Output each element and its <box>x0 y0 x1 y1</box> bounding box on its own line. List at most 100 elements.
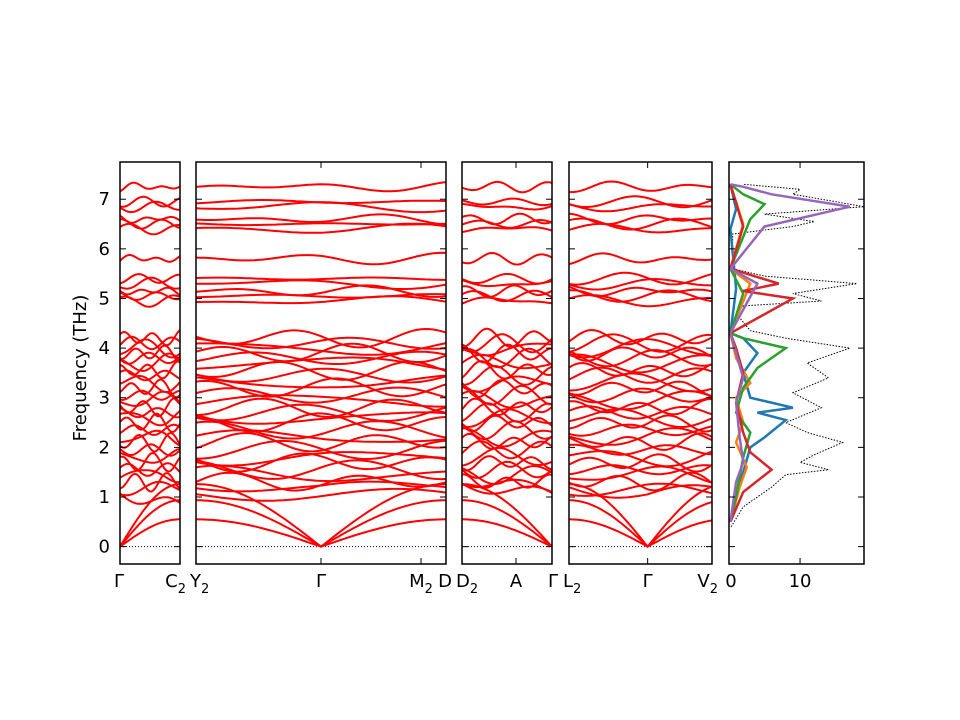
band-line <box>195 327 447 349</box>
band-line <box>461 427 553 448</box>
band-line <box>119 429 181 447</box>
band-line <box>195 403 447 422</box>
band-line <box>568 366 713 384</box>
band-line <box>195 459 447 481</box>
band-line <box>195 483 447 548</box>
band-line <box>195 411 447 425</box>
band-line <box>461 333 553 354</box>
y-tick-label: 0 <box>99 537 110 558</box>
band-line <box>195 431 447 453</box>
band-line <box>568 195 713 209</box>
band-line <box>195 397 447 419</box>
band-line <box>196 279 447 290</box>
band-line <box>568 453 713 473</box>
panel-frame <box>461 161 553 565</box>
band-line <box>461 360 553 380</box>
band-line <box>568 414 713 433</box>
band-line <box>568 499 713 548</box>
band-line <box>119 423 181 436</box>
band-line <box>195 394 446 408</box>
x-tick-label: D2 <box>456 571 478 597</box>
dos-projected-line <box>728 183 797 523</box>
x-tick-label: Γ <box>643 571 653 592</box>
band-line <box>461 212 553 226</box>
band-line <box>119 273 180 285</box>
band-line <box>195 251 447 266</box>
band-line <box>461 342 553 357</box>
band-line <box>568 252 713 266</box>
band-line <box>195 336 447 350</box>
band-line <box>195 377 447 398</box>
band-line <box>119 480 181 497</box>
band-line <box>461 440 553 460</box>
y-axis-title: Frequency (THz) <box>70 295 91 442</box>
band-line <box>568 271 713 286</box>
band-line <box>195 412 447 433</box>
band-line <box>119 412 181 433</box>
band-line <box>119 443 181 457</box>
band-line <box>568 329 713 346</box>
band-line <box>195 471 447 492</box>
band-line <box>119 472 181 493</box>
band-line <box>461 379 553 399</box>
band-line <box>195 199 447 205</box>
band-line <box>461 197 553 207</box>
band-line <box>461 397 553 417</box>
band-line <box>462 499 553 548</box>
band-line <box>569 372 713 393</box>
band-line <box>195 429 447 443</box>
band-line <box>461 473 553 489</box>
band-line <box>119 469 181 484</box>
band-line <box>568 405 713 420</box>
band-line <box>461 327 553 348</box>
band-line <box>195 201 447 214</box>
band-line <box>119 492 181 505</box>
y-tick-label: 1 <box>99 487 110 508</box>
band-line <box>119 499 180 548</box>
band-line <box>195 451 447 467</box>
band-line <box>461 251 553 266</box>
band-line <box>461 384 553 406</box>
band-line <box>568 408 713 428</box>
y-tick-label: 4 <box>99 338 110 359</box>
x-tick-label: D <box>438 571 452 592</box>
band-line <box>568 338 712 359</box>
band-line <box>461 402 553 423</box>
band-line <box>568 432 713 451</box>
x-tick-label: M2 <box>409 571 433 597</box>
band-line <box>461 455 553 472</box>
band-line <box>195 284 447 298</box>
dos-projected-line <box>728 183 851 522</box>
x-tick-label: Γ <box>114 571 124 592</box>
band-line <box>461 364 553 386</box>
band-line <box>119 214 181 224</box>
x-tick-label: Γ <box>316 571 326 592</box>
band-panel: Y2 Γ M2 D <box>189 161 452 597</box>
band-line <box>461 180 553 194</box>
band-line <box>568 387 713 404</box>
x-tick-label: Y2 <box>189 571 209 597</box>
band-panel: 0 1 2 3 4 5 6 7 Γ C2 <box>99 161 186 597</box>
band-line <box>195 487 447 502</box>
band-line <box>196 295 447 305</box>
band-line <box>568 464 713 476</box>
y-tick-label: 5 <box>99 288 110 309</box>
band-line <box>461 284 553 298</box>
band-line <box>119 200 180 214</box>
dos-total-line <box>730 183 865 528</box>
band-line <box>119 291 181 301</box>
band-line <box>195 499 447 548</box>
band-line <box>195 222 447 227</box>
band-line <box>461 202 553 211</box>
band-line <box>119 181 181 193</box>
band-line <box>119 195 181 208</box>
y-tick-label: 6 <box>99 239 110 260</box>
band-line <box>119 360 181 380</box>
band-line <box>568 277 712 291</box>
band-line <box>568 397 713 416</box>
band-line <box>461 273 553 285</box>
band-line <box>119 344 181 364</box>
band-line <box>462 483 553 548</box>
y-tick-label: 7 <box>99 189 110 210</box>
